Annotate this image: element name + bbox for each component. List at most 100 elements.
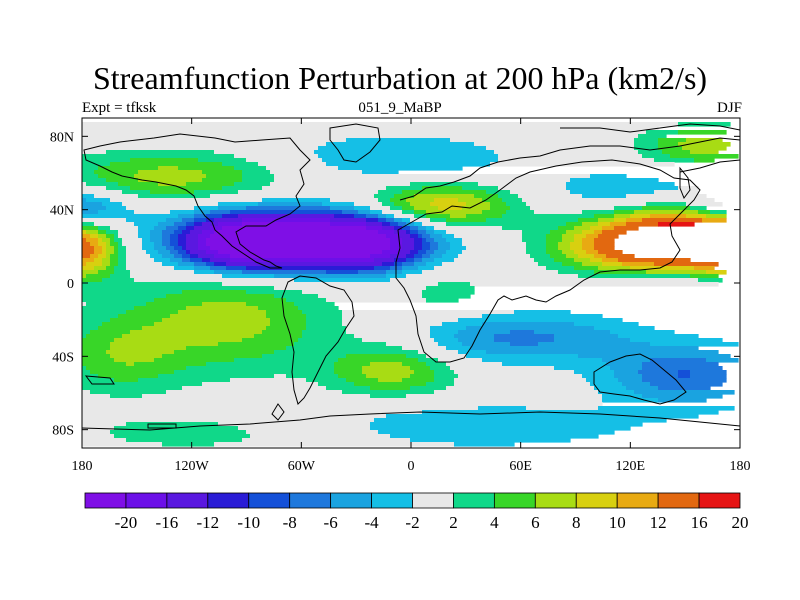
field-cell — [406, 230, 411, 235]
field-cell — [594, 254, 607, 259]
field-cell — [338, 374, 367, 379]
field-cell — [438, 242, 451, 247]
field-cell — [82, 190, 123, 195]
field-cell — [94, 170, 139, 175]
field-cell — [246, 290, 303, 295]
field-cell — [638, 370, 679, 375]
field-cell — [386, 342, 439, 347]
field-cell — [558, 270, 595, 275]
field-cell — [442, 254, 459, 259]
field-cell — [430, 366, 451, 371]
field-cell — [82, 122, 679, 127]
field-cell — [642, 378, 727, 383]
field-cell — [82, 142, 327, 147]
field-cell — [82, 186, 107, 191]
field-cell — [410, 226, 419, 231]
field-cell — [598, 250, 623, 255]
colorbar-swatch — [493, 492, 536, 509]
field-cell — [102, 246, 107, 251]
field-cell — [186, 226, 195, 231]
field-cell — [426, 230, 435, 235]
field-cell — [454, 442, 515, 447]
field-cell — [466, 246, 527, 251]
field-cell — [94, 222, 135, 227]
field-cell — [82, 378, 115, 383]
field-cell — [410, 366, 431, 371]
field-cell — [658, 142, 679, 147]
colorbar-label: -6 — [324, 513, 338, 532]
field-cell — [598, 218, 615, 223]
field-cell — [190, 258, 203, 263]
field-cell — [86, 366, 187, 371]
field-cell — [426, 238, 435, 243]
field-cell — [594, 386, 627, 391]
coastline-new-zealand — [84, 375, 115, 385]
field-cell — [546, 238, 563, 243]
field-cell — [574, 258, 591, 263]
field-cell — [106, 186, 131, 191]
field-cell — [482, 322, 575, 327]
field-cell — [186, 242, 199, 247]
field-cell — [554, 366, 611, 371]
field-cell — [426, 226, 435, 231]
field-cell — [114, 358, 155, 363]
field-cell — [374, 418, 667, 423]
field-cell — [142, 246, 155, 251]
field-cell — [642, 374, 679, 379]
field-cell — [590, 258, 603, 263]
field-cell — [82, 278, 103, 283]
field-cell — [218, 202, 259, 207]
field-cell — [170, 242, 179, 247]
field-cell — [286, 298, 327, 303]
field-cell — [306, 326, 347, 331]
field-cell — [574, 226, 591, 231]
field-cell — [706, 358, 739, 363]
field-cell — [658, 398, 707, 403]
field-cell — [110, 274, 131, 279]
field-cell — [426, 250, 435, 255]
field-cell — [610, 222, 627, 227]
field-cell — [126, 266, 175, 271]
field-cell — [434, 338, 459, 343]
field-cell — [82, 266, 95, 271]
colorbar-label: 12 — [650, 513, 667, 532]
field-cell — [82, 306, 135, 311]
field-cell — [354, 382, 427, 387]
field-cell — [706, 270, 727, 275]
field-cell — [82, 318, 111, 323]
field-cell — [126, 218, 167, 223]
field-cell — [602, 398, 659, 403]
field-cell — [178, 250, 187, 255]
field-cell — [226, 262, 383, 267]
field-cell — [118, 314, 171, 319]
field-cell — [222, 186, 263, 191]
experiment-label: Expt = tfksk — [82, 100, 157, 116]
field-cell — [574, 266, 599, 271]
x-tick-label: 180 — [730, 459, 751, 474]
field-cell — [150, 234, 163, 239]
field-cell — [390, 238, 403, 243]
field-cell — [438, 342, 463, 347]
coastline-europe — [399, 137, 740, 201]
field-cell — [602, 258, 619, 263]
field-cell — [366, 374, 411, 379]
field-cell — [262, 330, 303, 335]
field-cell — [558, 226, 575, 231]
field-cell — [126, 362, 135, 367]
field-cell — [614, 226, 639, 231]
field-cell — [626, 194, 707, 199]
field-cell — [342, 310, 515, 315]
colorbar-label: 8 — [572, 513, 581, 532]
field-cell — [326, 298, 427, 303]
field-cell — [534, 258, 555, 263]
field-cell — [82, 434, 115, 439]
field-cell — [82, 366, 87, 371]
field-cell — [102, 278, 135, 283]
field-cell — [602, 394, 643, 399]
field-cell — [366, 218, 379, 223]
field-cell — [566, 186, 679, 191]
field-cell — [118, 230, 139, 235]
field-cell — [230, 254, 371, 259]
field-cell — [298, 306, 339, 311]
